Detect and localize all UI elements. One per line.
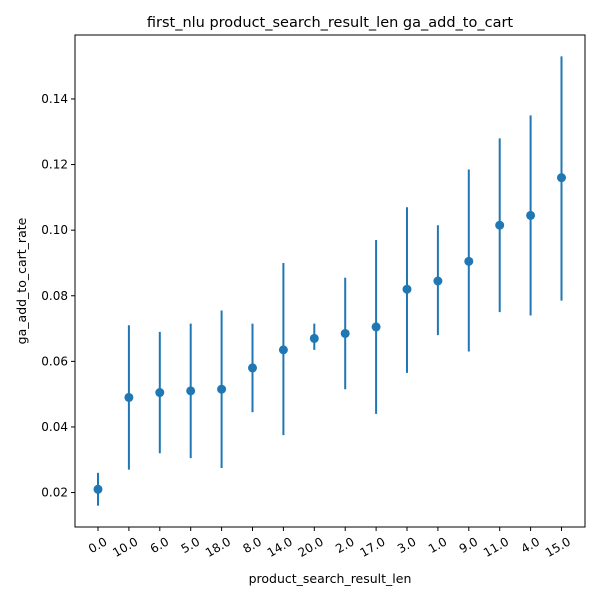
data-point (248, 363, 257, 373)
data-point (464, 256, 474, 266)
data-point (557, 173, 566, 183)
data-point (402, 284, 412, 294)
y-tick-label: 0.04 (41, 420, 68, 434)
y-tick-label: 0.12 (41, 158, 68, 172)
data-point (433, 276, 443, 286)
y-tick-label: 0.14 (41, 92, 68, 106)
data-point (186, 386, 196, 396)
data-point (93, 484, 103, 494)
data-point (495, 220, 505, 230)
data-point (124, 392, 134, 402)
data-point (340, 328, 350, 338)
data-point (526, 210, 536, 220)
data-point (278, 345, 288, 355)
data-point (371, 322, 381, 332)
data-point (155, 388, 165, 398)
chart-title: first_nlu product_search_result_len ga_a… (147, 15, 514, 31)
data-point (217, 384, 227, 394)
axes-frame (74, 34, 586, 528)
y-tick-label: 0.02 (41, 486, 68, 500)
y-tick-label: 0.08 (41, 289, 68, 303)
y-tick-label: 0.06 (41, 354, 68, 368)
data-point (309, 333, 319, 343)
y-tick-label: 0.10 (41, 223, 68, 237)
plot-area: 0.020.040.060.080.100.120.140.0 10.0 6.0 5.… (41, 56, 573, 560)
y-axis-label: ga_add_to_cart_rate (14, 217, 29, 344)
x-axis-label: product_search_result_len (249, 571, 412, 586)
